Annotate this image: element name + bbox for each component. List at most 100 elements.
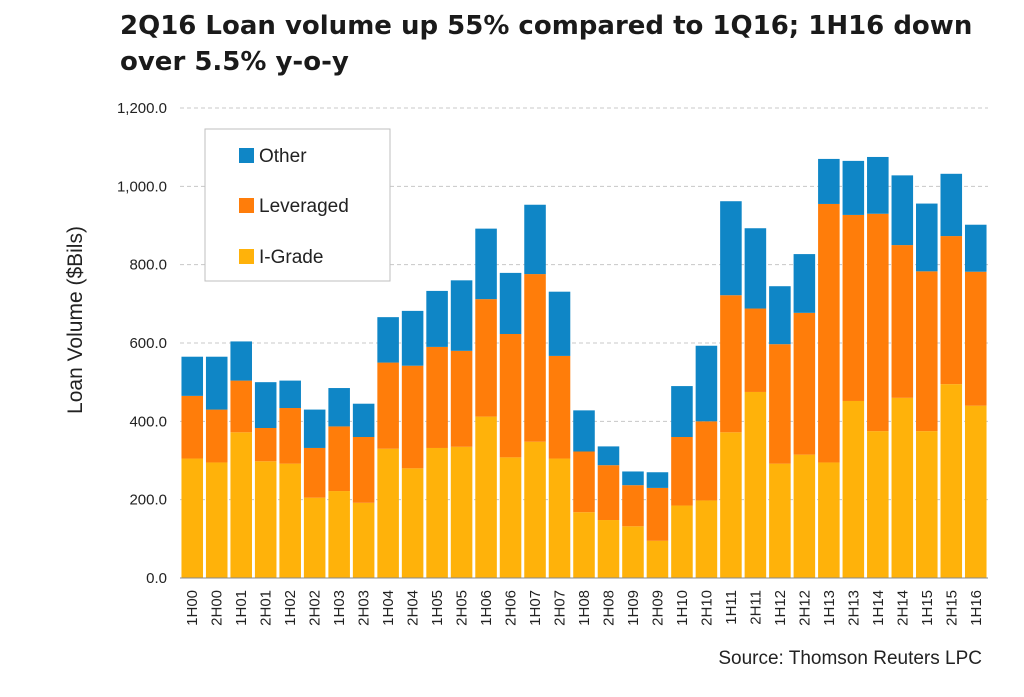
x-tick-label: 2H00 (209, 590, 226, 626)
x-tick-label: 1H05 (429, 590, 446, 626)
bar-leveraged-1h11 (720, 295, 742, 433)
y-tick-label: 1,000.0 (117, 178, 167, 195)
x-tick-label: 2H09 (649, 590, 666, 626)
bar-i-grade-2h08 (597, 520, 620, 578)
x-tick-label: 2H07 (552, 590, 569, 626)
bar-i-grade-1h03 (328, 491, 350, 578)
bar-leveraged-2h14 (891, 245, 914, 398)
bar-leveraged-2h15 (940, 236, 963, 385)
bar-i-grade-2h00 (205, 462, 228, 578)
bar-leveraged-2h11 (744, 308, 767, 392)
bar-leveraged-2h04 (401, 365, 424, 469)
bar-i-grade-1h12 (769, 463, 791, 578)
bar-i-grade-2h13 (842, 400, 865, 578)
x-tick-label: 2H15 (943, 590, 960, 626)
bar-i-grade-2h14 (891, 397, 914, 578)
bar-leveraged-1h13 (818, 203, 840, 463)
bar-other-2h13 (842, 160, 865, 215)
bar-i-grade-2h07 (548, 458, 571, 578)
bar-other-1h16 (964, 224, 987, 272)
bar-other-2h01 (254, 382, 277, 428)
bar-i-grade-1h11 (720, 432, 742, 578)
bar-leveraged-1h16 (964, 271, 987, 406)
bar-i-grade-2h09 (646, 540, 669, 578)
bar-leveraged-2h08 (597, 465, 620, 521)
bar-i-grade-1h13 (818, 462, 840, 578)
bar-leveraged-2h02 (303, 447, 326, 498)
x-tick-label: 1H09 (625, 590, 642, 626)
bar-other-2h00 (205, 356, 228, 410)
bar-leveraged-1h15 (916, 271, 938, 432)
x-tick-label: 1H16 (968, 590, 985, 626)
bar-i-grade-2h02 (303, 497, 326, 578)
x-tick-label: 2H11 (747, 590, 764, 625)
y-tick-label: 800.0 (129, 257, 167, 274)
bar-i-grade-2h01 (254, 461, 277, 578)
bar-i-grade-1h08 (573, 512, 595, 578)
legend-label-i-grade: I-Grade (259, 247, 323, 268)
y-tick-label: 600.0 (129, 335, 167, 352)
x-tick-label: 1H12 (772, 590, 789, 626)
bar-other-2h08 (597, 446, 620, 466)
bars (181, 156, 987, 579)
x-tick-label: 2H12 (796, 590, 813, 626)
x-tick-label: 1H01 (233, 590, 250, 626)
bar-other-1h06 (475, 228, 497, 300)
bar-other-2h12 (793, 254, 816, 313)
bar-other-1h02 (279, 380, 301, 409)
x-tick-label: 1H03 (331, 590, 348, 626)
bar-leveraged-1h10 (671, 437, 693, 506)
bar-i-grade-1h15 (916, 431, 938, 579)
bar-leveraged-1h14 (867, 213, 889, 432)
x-tick-label: 2H08 (600, 590, 617, 626)
x-tick-label: 1H14 (870, 590, 887, 626)
x-tick-label: 1H11 (723, 590, 740, 625)
bar-leveraged-2h03 (352, 437, 375, 503)
bar-i-grade-1h14 (867, 431, 889, 579)
bar-other-1h05 (426, 290, 448, 347)
bar-other-1h15 (916, 203, 938, 272)
x-tick-label: 2H02 (307, 590, 324, 626)
bar-i-grade-2h12 (793, 454, 816, 579)
bar-leveraged-1h01 (230, 380, 252, 433)
bar-leveraged-2h12 (793, 312, 816, 455)
bar-other-1h01 (230, 341, 252, 381)
bar-other-1h11 (720, 201, 742, 296)
x-tick-label: 1H04 (380, 590, 397, 626)
bar-i-grade-2h03 (352, 502, 375, 578)
bar-leveraged-2h13 (842, 214, 865, 401)
bar-leveraged-2h05 (450, 350, 473, 447)
x-tick-label: 2H03 (356, 590, 373, 626)
source-note: Source: Thomson Reuters LPC (718, 648, 982, 669)
x-tick-label: 1H08 (576, 590, 593, 626)
legend-box (204, 128, 391, 282)
bar-i-grade-2h05 (450, 446, 473, 578)
x-tick-label: 1H10 (674, 590, 691, 626)
bar-other-2h07 (548, 291, 571, 356)
bar-i-grade-1h02 (279, 463, 301, 578)
bar-other-2h14 (891, 175, 914, 246)
bar-leveraged-1h09 (622, 485, 644, 527)
bar-leveraged-1h07 (524, 274, 546, 442)
bar-i-grade-2h15 (940, 384, 963, 579)
legend: Other Leveraged I-Grade (204, 128, 391, 282)
y-tick-label: 1,200.0 (117, 100, 167, 117)
bar-other-1h13 (818, 158, 840, 204)
bar-other-1h08 (573, 410, 595, 452)
bar-leveraged-2h10 (695, 421, 718, 501)
x-tick-label: 2H05 (454, 590, 471, 626)
bar-other-2h11 (744, 228, 767, 309)
bar-i-grade-2h11 (744, 391, 767, 578)
bar-other-1h14 (867, 156, 889, 214)
x-tick-label: 1H06 (478, 590, 495, 626)
bar-leveraged-2h09 (646, 487, 669, 541)
chart-title: 2Q16 Loan volume up 55% compared to 1Q16… (120, 11, 973, 77)
bar-leveraged-2h01 (254, 427, 277, 462)
bar-other-2h15 (940, 173, 963, 237)
bar-leveraged-1h04 (377, 362, 399, 449)
x-tick-label: 2H10 (698, 590, 715, 626)
x-tick-label: 1H02 (282, 590, 299, 626)
bar-i-grade-1h07 (524, 441, 546, 578)
bar-i-grade-2h10 (695, 500, 718, 578)
